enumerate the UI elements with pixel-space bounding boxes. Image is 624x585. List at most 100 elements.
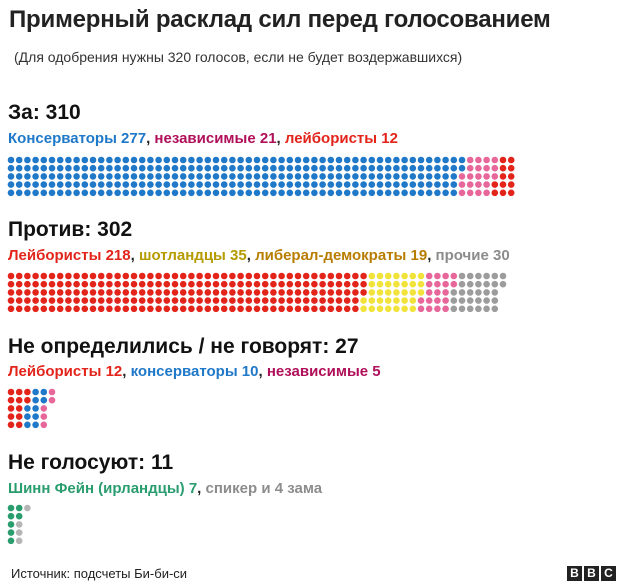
seat-dot	[302, 297, 310, 304]
seat-dot	[32, 164, 39, 172]
seat-dot	[122, 173, 130, 180]
seat-dot	[65, 164, 72, 172]
seat-dot	[294, 156, 302, 164]
seat-dot	[73, 305, 80, 313]
seat-dot	[89, 305, 97, 313]
seat-dot	[376, 280, 384, 288]
seat-dot	[384, 181, 392, 188]
seat-dot	[335, 297, 343, 304]
seat-dot	[253, 272, 261, 280]
seat-dot	[343, 305, 351, 313]
seat-dot	[302, 272, 310, 280]
seat-dot	[261, 272, 269, 280]
seat-dot	[450, 181, 458, 188]
seat-dot	[335, 289, 343, 296]
seat-dot	[56, 156, 64, 164]
seat-dot	[401, 305, 408, 313]
seat-dot	[40, 181, 48, 188]
seat-dot	[122, 289, 130, 296]
seat-dot	[360, 164, 367, 172]
seat-dot	[196, 181, 203, 188]
seat-dot	[327, 189, 335, 197]
seat-dot	[48, 272, 56, 280]
seat-dot	[434, 289, 441, 296]
seat-dot	[122, 164, 130, 172]
seat-dot	[7, 280, 15, 288]
seat-dot	[466, 156, 474, 164]
seat-dot	[97, 272, 105, 280]
seat-dot	[343, 181, 351, 188]
seat-dot	[499, 181, 507, 188]
seat-dot	[261, 156, 269, 164]
seat-dot	[163, 164, 171, 172]
seat-dot	[475, 289, 482, 296]
seat-dot	[491, 181, 499, 188]
seat-dot	[81, 289, 89, 296]
seat-dot	[97, 173, 105, 180]
seat-dot	[245, 272, 253, 280]
seat-dot	[401, 173, 408, 180]
seat-dot	[261, 297, 269, 304]
seat-dot	[384, 164, 392, 172]
seat-dot	[24, 305, 31, 313]
seat-dot	[15, 164, 23, 172]
seat-dot	[409, 280, 417, 288]
seat-dot	[434, 164, 441, 172]
seat-dot	[130, 272, 138, 280]
seat-dot	[302, 289, 310, 296]
seat-dot	[261, 305, 269, 313]
seat-dot	[56, 297, 64, 304]
seat-dot	[294, 280, 302, 288]
seat-dot	[24, 405, 31, 412]
seat-dot	[220, 164, 228, 172]
seat-dot	[450, 280, 458, 288]
seat-dot	[196, 289, 203, 296]
seat-dot	[360, 156, 367, 164]
seat-dot	[24, 504, 31, 512]
seat-dot	[40, 305, 48, 313]
seat-dot	[393, 173, 400, 180]
seat-dot	[458, 305, 466, 313]
seat-dot	[106, 156, 113, 164]
seat-dot	[434, 181, 441, 188]
seat-dot	[204, 181, 212, 188]
seat-dot	[319, 189, 326, 197]
seat-dot	[368, 173, 376, 180]
seat-dot	[507, 164, 515, 172]
seat-dot	[81, 181, 89, 188]
seat-dot	[458, 297, 466, 304]
seat-dot	[319, 181, 326, 188]
seat-dot	[97, 189, 105, 197]
seat-dot	[81, 272, 89, 280]
seat-dot	[188, 173, 195, 180]
seat-dot	[32, 388, 39, 396]
seat-dot	[483, 297, 490, 304]
seat-dot	[188, 156, 195, 164]
seat-dot	[73, 164, 80, 172]
label-independents: независимые 5	[266, 363, 381, 380]
seat-dot	[483, 305, 490, 313]
seat-dot	[188, 189, 195, 197]
seat-dot	[81, 305, 89, 313]
seat-dot	[237, 272, 244, 280]
seat-dot	[368, 297, 376, 304]
seat-dot	[319, 164, 326, 172]
seat-dot	[253, 289, 261, 296]
seat-dot	[15, 305, 23, 313]
seat-dot	[106, 164, 113, 172]
seat-dot	[450, 297, 458, 304]
seat-dot	[376, 305, 384, 313]
seat-dot	[24, 181, 31, 188]
seat-dot	[229, 189, 236, 197]
seat-dot	[458, 181, 466, 188]
seat-dot	[114, 164, 121, 172]
seat-dot	[97, 164, 105, 172]
seat-dot	[352, 189, 359, 197]
label-speaker: спикер и 4 зама	[205, 480, 323, 497]
seat-dot	[73, 272, 80, 280]
seat-dot	[450, 189, 458, 197]
seat-dot	[106, 272, 113, 280]
seat-dot	[270, 173, 277, 180]
